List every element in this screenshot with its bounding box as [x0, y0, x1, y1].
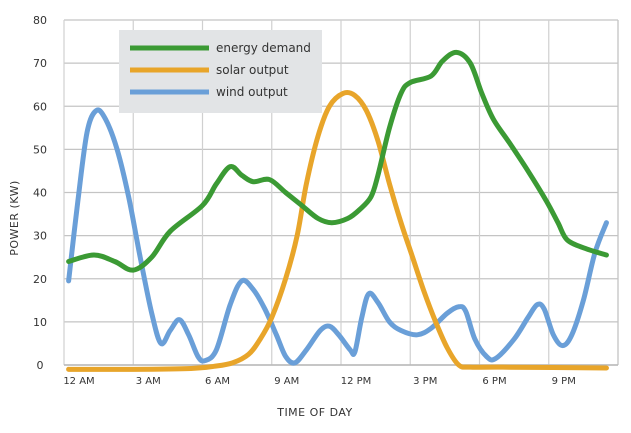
x-tick-label: 6 PM	[482, 376, 506, 387]
y-tick-label: 80	[33, 14, 47, 27]
y-tick-label: 10	[33, 316, 47, 329]
x-axis-label: TIME OF DAY	[276, 406, 353, 419]
y-axis-ticks: 0 10 20 30 40 50 60 70 80	[33, 14, 47, 372]
x-axis-ticks: 12 AM 3 AM 6 AM 9 AM 12 PM 3 PM 6 PM 9 PM	[63, 376, 576, 387]
x-tick-label: 12 AM	[63, 376, 94, 387]
y-tick-label: 20	[33, 273, 47, 286]
series-line-wind-output	[66, 107, 609, 366]
y-tick-label: 30	[33, 230, 47, 243]
y-axis-label: POWER (KW)	[8, 180, 21, 256]
x-tick-label: 9 PM	[552, 376, 576, 387]
legend-label: solar output	[216, 63, 289, 77]
y-tick-label: 60	[33, 100, 47, 113]
x-tick-label: 12 PM	[341, 376, 372, 387]
y-tick-label: 70	[33, 57, 47, 70]
y-tick-label: 50	[33, 143, 47, 156]
legend-label: wind output	[216, 85, 288, 99]
x-tick-label: 3 AM	[136, 376, 161, 387]
series-line-energy-demand	[66, 49, 609, 273]
y-tick-label: 0	[37, 359, 44, 372]
x-tick-label: 6 AM	[205, 376, 230, 387]
legend-label: energy demand	[216, 41, 311, 55]
x-tick-label: 9 AM	[274, 376, 299, 387]
legend: energy demand solar output wind output	[119, 30, 322, 113]
series-line-solar-output	[66, 89, 609, 372]
x-tick-label: 3 PM	[413, 376, 437, 387]
y-tick-label: 40	[33, 187, 47, 200]
series-lines	[66, 49, 609, 372]
